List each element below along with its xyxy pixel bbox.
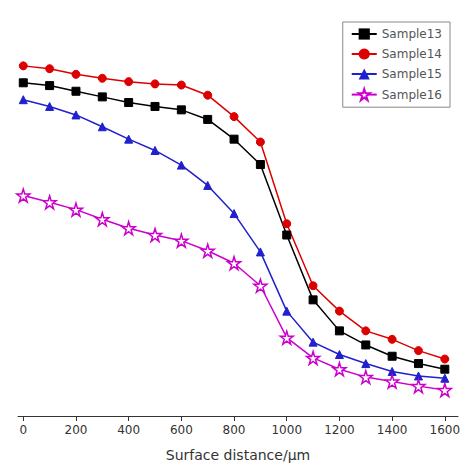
svg-text:1400: 1400 [377, 423, 408, 437]
svg-text:800: 800 [223, 423, 246, 437]
svg-text:Sample16: Sample16 [382, 88, 442, 102]
svg-text:Sample14: Sample14 [382, 47, 442, 61]
svg-text:Sample13: Sample13 [382, 27, 442, 41]
svg-text:0: 0 [19, 423, 27, 437]
svg-text:1600: 1600 [430, 423, 461, 437]
svg-text:Sample15: Sample15 [382, 67, 442, 81]
svg-text:1200: 1200 [324, 423, 355, 437]
svg-text:600: 600 [170, 423, 193, 437]
svg-text:400: 400 [117, 423, 140, 437]
svg-text:Surface distance/μm: Surface distance/μm [166, 447, 310, 463]
svg-text:200: 200 [65, 423, 88, 437]
svg-text:1000: 1000 [271, 423, 302, 437]
